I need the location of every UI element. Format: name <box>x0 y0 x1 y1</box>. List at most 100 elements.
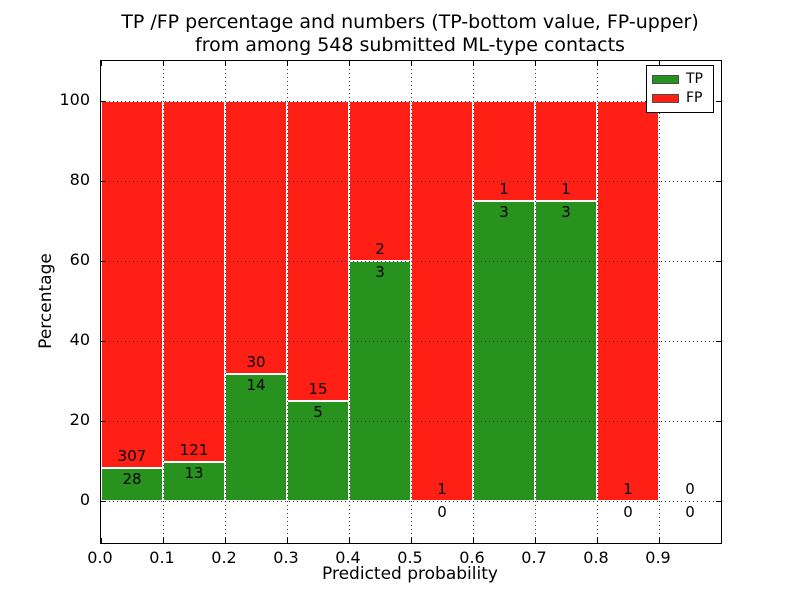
y-tick-mark <box>716 181 721 182</box>
bar-tp-count-label: 14 <box>246 375 266 394</box>
x-tick-label: 0.0 <box>87 548 113 567</box>
v-gridline <box>535 61 536 543</box>
v-gridline <box>411 61 412 543</box>
x-tick-mark <box>659 538 660 543</box>
x-axis-label: Predicted probability <box>322 564 498 584</box>
x-tick-mark <box>225 61 226 66</box>
bar-segment-fp <box>225 101 287 374</box>
y-tick-mark <box>716 261 721 262</box>
x-tick-label: 0.2 <box>211 548 237 567</box>
bar-segment-fp <box>163 101 225 463</box>
bar-segment-fp <box>287 101 349 401</box>
x-tick-label: 0.7 <box>521 548 547 567</box>
y-tick-mark <box>101 101 106 102</box>
x-tick-mark <box>411 61 412 66</box>
bar-tp-count-label: 13 <box>184 464 204 483</box>
chart-title-line2: from among 548 submitted ML-type contact… <box>195 34 625 56</box>
legend: TP FP <box>646 65 714 113</box>
x-tick-mark <box>349 538 350 543</box>
v-gridline <box>597 61 598 543</box>
x-tick-label: 0.9 <box>645 548 671 567</box>
x-tick-mark <box>349 61 350 66</box>
v-gridline <box>349 61 350 543</box>
bar-tp-count-label: 0 <box>437 503 447 521</box>
bar-tp-count-label: 3 <box>561 203 571 221</box>
y-tick-mark <box>101 341 106 342</box>
x-tick-label: 0.3 <box>273 548 299 567</box>
x-tick-mark <box>101 538 102 543</box>
bar-fp-count-label: 1 <box>437 480 447 498</box>
bar-fp-count-label: 30 <box>246 352 266 371</box>
bar-tp-count-label: 3 <box>375 263 385 281</box>
x-tick-mark <box>597 61 598 66</box>
x-tick-label: 0.6 <box>459 548 485 567</box>
y-tick-mark <box>716 101 721 102</box>
x-tick-mark <box>287 61 288 66</box>
bar-tp-count-label: 0 <box>623 503 633 521</box>
y-tick-mark <box>716 421 721 422</box>
bar-fp-count-label: 1 <box>623 480 633 498</box>
bar-segment-tp <box>349 261 411 501</box>
bar-fp-count-label: 2 <box>375 240 385 258</box>
tp-color-swatch <box>652 75 679 84</box>
bar-tp-count-label: 28 <box>122 469 142 488</box>
x-tick-mark <box>535 538 536 543</box>
v-gridline <box>225 61 226 543</box>
bar-fp-count-label: 1 <box>499 180 509 198</box>
x-tick-mark <box>659 61 660 66</box>
legend-item-tp: TP <box>652 72 708 87</box>
x-tick-mark <box>597 538 598 543</box>
bar-segment-tp <box>287 401 349 501</box>
x-tick-mark <box>411 538 412 543</box>
bar-segment-tp <box>535 201 597 501</box>
plot-area: 307 28 121 13 30 14 15 5 2 3 1 0 1 3 1 3 1 0 0 0 <box>100 60 722 544</box>
v-gridline <box>287 61 288 543</box>
y-tick-mark <box>716 501 721 502</box>
x-tick-label: 0.1 <box>149 548 175 567</box>
bar-tp-count-label: 5 <box>313 403 323 421</box>
x-tick-mark <box>287 538 288 543</box>
bar-tp-count-label: 0 <box>685 503 695 521</box>
bar-tp-count-label: 3 <box>499 203 509 221</box>
x-tick-mark <box>225 538 226 543</box>
x-tick-label: 0.8 <box>583 548 609 567</box>
v-gridline <box>473 61 474 543</box>
y-tick-label: 60 <box>69 250 90 269</box>
y-tick-mark <box>716 341 721 342</box>
x-tick-label: 0.5 <box>397 548 423 567</box>
y-tick-label: 100 <box>59 90 90 109</box>
x-tick-mark <box>473 61 474 66</box>
x-tick-label: 0.4 <box>335 548 361 567</box>
y-tick-label: 0 <box>79 490 90 509</box>
bar-segment-tp <box>101 467 163 501</box>
y-tick-mark <box>101 501 106 502</box>
bar-fp-count-label: 307 <box>117 446 147 465</box>
bar-segment-tp <box>163 462 225 501</box>
fp-color-swatch <box>652 94 679 103</box>
bar-segment-fp <box>411 101 473 501</box>
v-gridline <box>659 61 660 543</box>
y-tick-label: 80 <box>69 170 90 189</box>
legend-label-tp: TP <box>686 71 703 87</box>
bar-segment-tp <box>473 201 535 501</box>
x-tick-mark <box>163 538 164 543</box>
bar-fp-count-label: 15 <box>308 380 328 398</box>
v-gridline <box>163 61 164 543</box>
bar-segment-fp <box>101 101 163 468</box>
y-tick-label: 40 <box>69 330 90 349</box>
legend-label-fp: FP <box>686 90 703 106</box>
y-tick-label: 20 <box>69 410 90 429</box>
y-tick-mark <box>101 181 106 182</box>
bar-segment-fp <box>597 101 659 501</box>
y-tick-mark <box>101 421 106 422</box>
y-tick-mark <box>101 261 106 262</box>
bar-fp-count-label: 121 <box>179 441 209 460</box>
x-tick-mark <box>473 538 474 543</box>
x-tick-mark <box>163 61 164 66</box>
bar-fp-count-label: 1 <box>561 180 571 198</box>
x-tick-mark <box>101 61 102 66</box>
legend-item-fp: FP <box>652 91 708 106</box>
chart-title-line1: TP /FP percentage and numbers (TP-bottom… <box>121 11 699 33</box>
bar-fp-count-label: 0 <box>685 480 695 498</box>
